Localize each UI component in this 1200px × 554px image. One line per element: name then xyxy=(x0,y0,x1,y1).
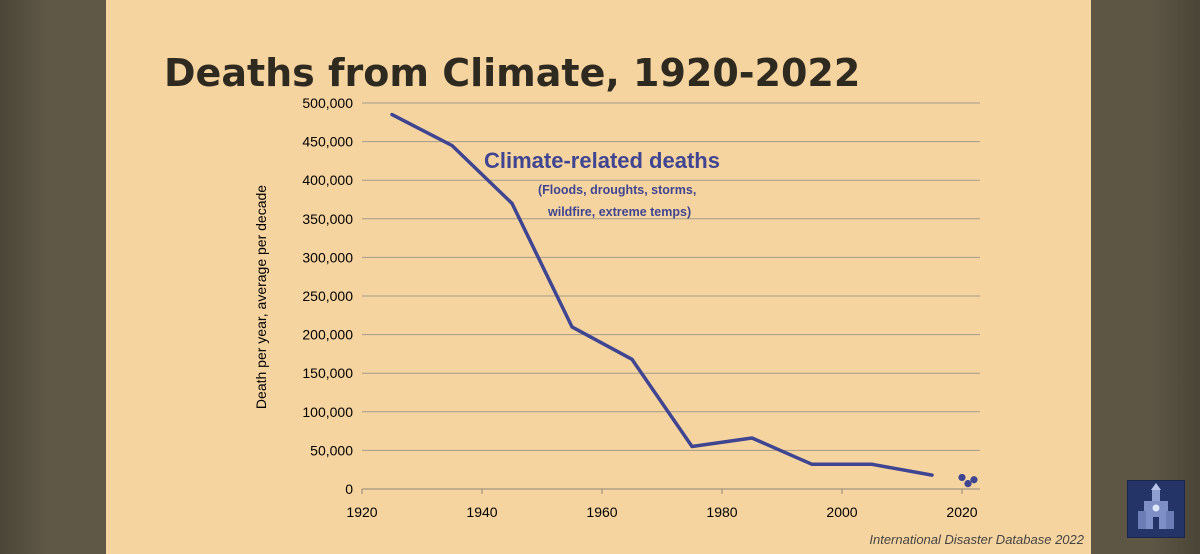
institution-logo xyxy=(1127,480,1185,538)
source-citation: International Disaster Database 2022 xyxy=(869,532,1084,547)
y-tick-label: 300,000 xyxy=(302,249,353,265)
y-tick-label: 250,000 xyxy=(302,288,353,304)
y-tick-label: 50,000 xyxy=(310,442,353,458)
data-point xyxy=(510,201,514,205)
y-tick-label: 0 xyxy=(345,481,353,497)
data-point xyxy=(570,325,574,329)
x-tick-label: 1940 xyxy=(466,504,497,520)
climate-deaths-chart: Deaths from Climate, 1920-2022 0 50,000 10… xyxy=(164,51,1085,547)
series-subtitle-line1: (Floods, droughts, storms, xyxy=(538,183,696,197)
series-line xyxy=(390,112,934,477)
recent-year-point xyxy=(958,473,966,482)
data-point xyxy=(630,357,634,361)
data-point xyxy=(930,473,934,477)
y-tick-label: 100,000 xyxy=(302,404,353,420)
clock-tower-icon xyxy=(1138,483,1174,529)
recent-year-point xyxy=(964,479,972,488)
x-tick-label: 2020 xyxy=(946,504,977,520)
series-group xyxy=(390,112,978,488)
slide-title: Deaths from Climate, 1920-2022 xyxy=(164,51,860,95)
y-tick-label: 500,000 xyxy=(302,95,353,111)
data-point xyxy=(810,462,814,466)
data-point xyxy=(390,113,394,117)
slide: Deaths from Climate, 1920-2022 0 50,000 10… xyxy=(106,0,1091,554)
y-tick-label: 200,000 xyxy=(302,327,353,343)
y-tick-label: 350,000 xyxy=(302,211,353,227)
x-tick-label: 2000 xyxy=(826,504,857,520)
recent-year-point xyxy=(970,476,978,484)
data-point xyxy=(750,436,754,440)
data-point xyxy=(690,445,694,449)
series-label: Climate-related deaths xyxy=(484,148,720,173)
data-point xyxy=(450,143,454,147)
x-tick-label: 1980 xyxy=(706,504,737,520)
x-tick-label: 1920 xyxy=(346,504,377,520)
y-axis-label: Death per year, average per decade xyxy=(253,185,269,409)
y-tick-label: 450,000 xyxy=(302,134,353,150)
y-tick-label: 400,000 xyxy=(302,172,353,188)
series-subtitle-line2: wildfire, extreme temps) xyxy=(547,205,691,219)
data-point xyxy=(870,462,874,466)
gridlines xyxy=(362,102,980,451)
x-tick-label: 1960 xyxy=(586,504,617,520)
x-tick-labels: 1920 1940 1960 1980 2000 2020 xyxy=(346,504,977,520)
y-tick-labels: 0 50,000 100,000 150,000 200,000 250,000 300,0… xyxy=(302,95,353,497)
y-tick-label: 150,000 xyxy=(302,365,353,381)
axes xyxy=(361,488,980,494)
